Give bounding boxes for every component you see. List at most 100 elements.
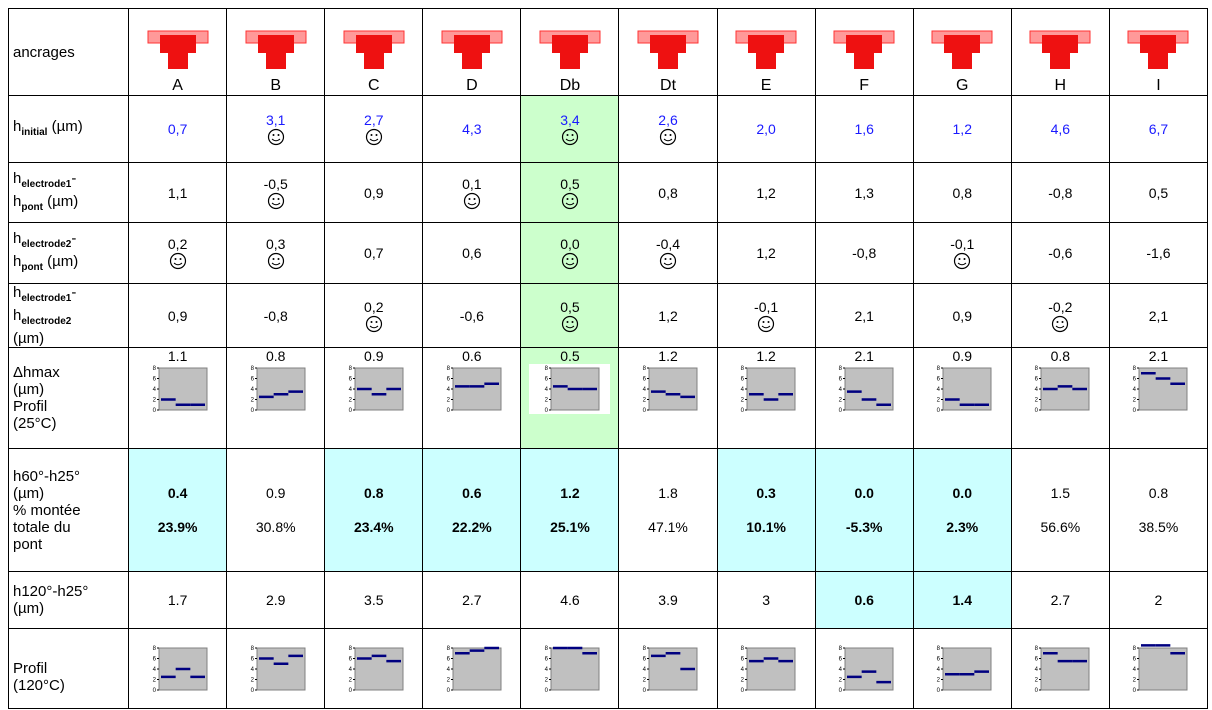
smiley-icon [267,252,284,270]
tick-label: 2 [937,398,941,404]
cell-value: 0.6 [462,348,482,365]
cell-value: 0,2 [364,298,384,315]
cell-value: 0,9 [364,184,384,201]
tick-label: 6 [545,656,549,662]
profile-wrap: 0 2 4 6 8 [816,644,912,694]
table-row: Δhmax (µm) Profil (25°C) 1.1 0 2 4 6 8 0.8 0 2 4 6 8… [7,347,1209,449]
smiley-eye [669,258,672,260]
smiley-eye [473,197,476,200]
smiley-icon [267,128,284,146]
cell-value: 1,1 [167,184,188,201]
smiley-eye [468,197,471,200]
smiley-eye [664,258,667,260]
column-header: E [716,8,816,96]
cell-value: 3 [762,592,770,608]
value-cell: 1.1 0 2 4 6 8 [128,347,228,449]
smiley-eye [963,258,966,260]
value-cell: 0,9 [128,283,228,348]
value-cell: 3,1 [226,95,326,163]
row-label: helectrode1- hpont (µm) [7,162,130,223]
smiley-face [561,252,579,270]
column-label: H [1054,77,1067,94]
icon-part [363,53,384,69]
header-row: ancrages A B C D Db Dt E F G H I [7,8,1209,96]
profile-wrap: 0 2 4 6 8 [816,364,912,414]
cell-value: 0.9 [265,485,286,501]
value-cell: 1.7 [128,571,228,629]
value-cell: 0 2 4 6 8 [520,628,620,709]
profile-wrap: 0 2 4 6 8 [914,644,1010,694]
column-label: F [859,77,870,94]
profile-chart: 0 2 4 6 8 [152,366,208,414]
cell-value: 2.9 [265,592,286,608]
cell-percent: 47.1% [648,519,688,535]
value-cell: 0.8 38.5% [1108,448,1209,572]
cell-percent: 22.2% [452,519,492,535]
icon-part [944,35,981,53]
label-part: electrode1 [21,178,72,190]
cell-value: 3.9 [658,592,678,608]
tick-label: 0 [250,688,254,694]
column-label: I [1156,77,1161,94]
profile-chart: 0 2 4 6 8 [1035,646,1090,694]
value-cell: 0.6 [814,571,914,629]
value-cell: -0,1 [716,283,816,348]
value-cell: 0.4 23.9% [128,448,228,572]
smiley-icon [561,315,579,332]
tick-label: 4 [447,667,451,673]
cell-value: 3.5 [364,592,384,608]
anchor-icon [343,30,405,69]
profile-chart: 0 2 4 6 8 [937,646,992,694]
cell-value: 1,6 [854,121,874,137]
value-cell: 2,1 [814,283,914,348]
smiley-eye [566,134,569,136]
column-label: Dt [660,77,677,94]
tick-label: 6 [447,656,451,662]
value-cell: 0.5 0 2 4 6 8 [520,347,620,449]
profile-wrap: 0 2 4 6 8 [620,644,716,694]
cell-value: 1.2 [560,485,580,501]
value-cell: -0,2 [1010,283,1110,348]
tick-label: 2 [545,677,549,683]
label-part: Δhmax (µm) Profil (25°C) [13,364,60,432]
tick-label: 6 [250,656,254,662]
plot-area [942,367,992,411]
tick-label: 4 [643,387,647,393]
value-cell: 0.8 0 2 4 6 8 [1010,347,1110,449]
tick-label: 4 [937,387,941,393]
profile-chart: 0 2 4 6 8 [447,646,502,694]
cell-value: 0.0 [854,485,874,501]
smiley-face [463,192,480,209]
value-cell: 0.9 0 2 4 6 8 [912,347,1012,449]
value-cell: -0,8 [1010,162,1110,223]
smiley-face [561,128,579,146]
smiley-face [169,252,186,270]
row-label: Δhmax (µm) Profil (25°C) [7,347,130,449]
icon-part [1140,35,1177,53]
tick-label: 4 [250,667,254,673]
value-cell: 0 2 4 6 8 [422,628,522,709]
value-cell: -0,8 [226,283,326,348]
tick-label: 2 [1035,398,1039,404]
value-cell: 0 2 4 6 8 [1108,628,1209,709]
label-part: - h [13,169,77,210]
value-cell: 4,6 [1010,95,1110,163]
tick-label: 4 [447,387,451,393]
smiley-face [659,128,677,146]
cell-value: -0,8 [1048,184,1073,201]
cell-value: 2.7 [1050,592,1071,608]
plot-area [942,647,992,690]
profile-wrap: 0 2 4 6 8 [718,364,814,414]
smiley-mouth [369,325,379,328]
tick-label: 6 [643,656,647,662]
cell-value: 0.6 [854,592,874,608]
tick-label: 0 [643,688,647,694]
smiley-eye [1061,320,1064,323]
tick-label: 8 [348,646,352,652]
label-part: h60°-h25° (µm) % montée totale du pont [13,467,81,553]
tick-label: 0 [839,688,843,694]
cell-value: 0,7 [167,121,188,137]
value-cell: 1.4 [912,571,1012,629]
smiley-mouth [761,325,771,328]
